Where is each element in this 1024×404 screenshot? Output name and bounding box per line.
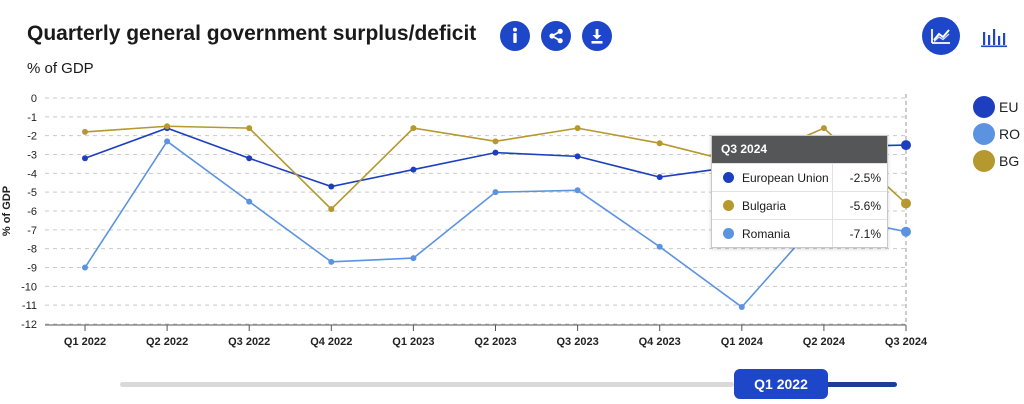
data-point[interactable] bbox=[574, 125, 581, 132]
x-tick-label: Q4 2022 bbox=[310, 336, 352, 348]
data-point[interactable] bbox=[656, 174, 663, 181]
data-point[interactable] bbox=[410, 125, 417, 132]
legend-label: EU bbox=[999, 99, 1019, 115]
data-point[interactable] bbox=[410, 166, 417, 173]
data-point[interactable] bbox=[492, 149, 499, 156]
data-point[interactable] bbox=[574, 153, 581, 160]
data-point[interactable] bbox=[164, 138, 171, 145]
time-slider-track[interactable] bbox=[120, 382, 734, 387]
bar-chart-icon bbox=[981, 29, 1007, 48]
x-axis-ticks: Q1 2022 Q2 2022 Q3 2022 Q4 2022 Q1 2023 Q2 20… bbox=[64, 325, 928, 348]
x-tick-label: Q4 2023 bbox=[639, 336, 681, 348]
info-button[interactable] bbox=[500, 21, 530, 51]
data-point[interactable] bbox=[901, 140, 911, 151]
chart-subtitle: % of GDP bbox=[27, 60, 94, 77]
data-point[interactable] bbox=[246, 155, 253, 162]
legend-item-bg[interactable]: BG bbox=[973, 148, 1020, 174]
data-point[interactable] bbox=[328, 206, 335, 213]
data-point[interactable] bbox=[820, 125, 827, 132]
bar-view-button[interactable] bbox=[978, 20, 1010, 52]
y-tick-label: -7 bbox=[27, 225, 37, 237]
x-tick-label: Q3 2023 bbox=[556, 336, 598, 348]
y-tick-label: -8 bbox=[27, 244, 37, 256]
chart-gridlines bbox=[45, 97, 906, 326]
legend-swatch bbox=[973, 123, 995, 145]
download-icon bbox=[591, 29, 603, 44]
data-point[interactable] bbox=[901, 198, 911, 209]
x-tick-label: Q1 2023 bbox=[392, 336, 434, 348]
data-point[interactable] bbox=[328, 183, 335, 190]
legend-swatch bbox=[973, 96, 995, 118]
time-slider-range bbox=[826, 382, 897, 387]
tooltip-row: Bulgaria -5.6% bbox=[712, 191, 887, 219]
y-tick-label: -11 bbox=[22, 300, 37, 312]
line-view-button[interactable] bbox=[922, 17, 960, 55]
data-point[interactable] bbox=[738, 304, 745, 311]
x-tick-label: Q2 2022 bbox=[146, 336, 188, 348]
time-slider-handle[interactable]: Q1 2022 bbox=[734, 369, 828, 399]
y-axis-label: % of GDP bbox=[1, 186, 13, 236]
line-chart-icon bbox=[931, 29, 950, 44]
data-point[interactable] bbox=[82, 155, 88, 162]
legend-label: RO bbox=[999, 126, 1020, 142]
data-point[interactable] bbox=[410, 255, 417, 262]
info-icon bbox=[513, 27, 517, 43]
data-point[interactable] bbox=[901, 226, 911, 237]
tooltip-title: Q3 2024 bbox=[712, 136, 887, 163]
tooltip-row: European Union -2.5% bbox=[712, 163, 887, 191]
share-icon bbox=[549, 28, 563, 44]
y-tick-label: -4 bbox=[27, 168, 37, 180]
data-point[interactable] bbox=[246, 125, 253, 132]
tooltip-series-name: Romania bbox=[742, 226, 791, 241]
data-point[interactable] bbox=[328, 258, 335, 265]
y-tick-label: -12 bbox=[21, 319, 37, 331]
data-point[interactable] bbox=[656, 140, 663, 147]
y-tick-label: -9 bbox=[27, 263, 37, 275]
legend-item-eu[interactable]: EU bbox=[973, 94, 1020, 120]
page-title: Quarterly general government surplus/def… bbox=[27, 22, 477, 45]
data-point[interactable] bbox=[164, 123, 171, 130]
y-tick-label: 0 bbox=[31, 93, 37, 105]
y-axis-ticks: 0 -1 -2 -3 -4 -5 -6 -7 -8 -9 -10 -11 -12 bbox=[21, 93, 37, 331]
legend-item-ro[interactable]: RO bbox=[973, 121, 1020, 147]
y-tick-label: -5 bbox=[27, 187, 37, 199]
y-tick-label: -6 bbox=[27, 206, 37, 218]
legend-swatch bbox=[973, 150, 995, 172]
tooltip-series-name: Bulgaria bbox=[742, 198, 787, 213]
data-point[interactable] bbox=[82, 264, 88, 271]
x-tick-label: Q1 2024 bbox=[721, 336, 764, 348]
data-point[interactable] bbox=[492, 138, 499, 145]
x-tick-label: Q2 2024 bbox=[803, 336, 846, 348]
data-point[interactable] bbox=[656, 243, 663, 250]
x-tick-label: Q3 2024 bbox=[885, 336, 928, 348]
x-tick-label: Q1 2022 bbox=[64, 336, 106, 348]
x-tick-label: Q3 2022 bbox=[228, 336, 270, 348]
tooltip-value: -7.1% bbox=[849, 226, 881, 241]
share-button[interactable] bbox=[541, 21, 571, 51]
tooltip-series-name: European Union bbox=[742, 170, 829, 185]
tooltip-row: Romania -7.1% bbox=[712, 219, 887, 247]
x-tick-label: Q2 2023 bbox=[474, 336, 516, 348]
tooltip-swatch bbox=[723, 228, 734, 239]
chart-tooltip: Q3 2024 European Union -2.5% Bulgaria -5… bbox=[711, 135, 888, 248]
y-tick-label: -2 bbox=[27, 131, 37, 143]
data-point[interactable] bbox=[246, 198, 253, 205]
download-button[interactable] bbox=[582, 21, 612, 51]
data-point[interactable] bbox=[574, 187, 581, 194]
y-tick-label: -3 bbox=[27, 150, 37, 162]
data-point[interactable] bbox=[82, 128, 88, 135]
data-point[interactable] bbox=[492, 189, 499, 196]
y-tick-label: -1 bbox=[27, 112, 37, 124]
tooltip-swatch bbox=[723, 200, 734, 211]
tooltip-value: -5.6% bbox=[849, 198, 881, 213]
tooltip-swatch bbox=[723, 172, 734, 183]
tooltip-value: -2.5% bbox=[849, 170, 881, 185]
legend-label: BG bbox=[999, 153, 1020, 169]
y-tick-label: -10 bbox=[21, 281, 37, 293]
chart-legend: EU RO BG bbox=[973, 94, 1020, 175]
